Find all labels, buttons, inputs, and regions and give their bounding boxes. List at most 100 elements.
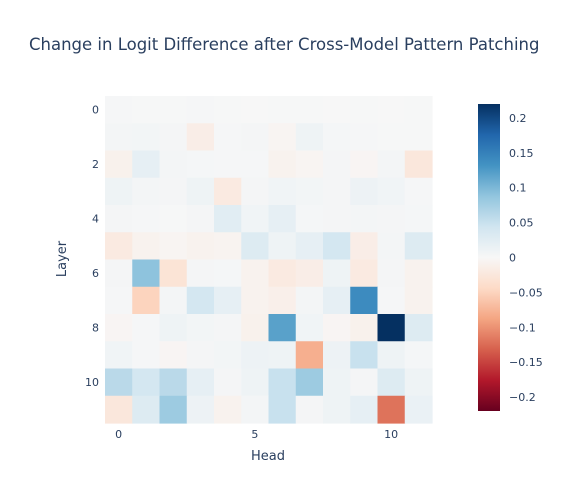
colorbar-tick-label: 0.15 bbox=[509, 147, 534, 160]
heatmap-cell bbox=[214, 150, 242, 179]
heatmap-cell bbox=[241, 286, 270, 315]
y-tick-label: 2 bbox=[92, 158, 99, 171]
heatmap-cell bbox=[377, 314, 406, 342]
y-axis-title: Layer bbox=[55, 240, 70, 277]
heatmap-cell bbox=[159, 395, 188, 424]
heatmap-cell bbox=[295, 368, 324, 397]
colorbar-tick-label: −0.2 bbox=[509, 391, 536, 404]
y-tick-label: 4 bbox=[92, 213, 99, 226]
x-tick-label: 0 bbox=[115, 428, 122, 441]
heatmap-cell bbox=[268, 150, 297, 179]
heatmap-cell bbox=[377, 341, 406, 370]
heatmap-cell bbox=[132, 259, 161, 288]
heatmap-cell bbox=[241, 232, 270, 261]
colorbar-tick-label: 0.2 bbox=[509, 112, 527, 125]
colorbar-tick-label: −0.15 bbox=[509, 356, 543, 369]
heatmap-cell bbox=[186, 150, 215, 179]
heatmap-cell bbox=[350, 286, 379, 315]
x-tick-label: 5 bbox=[251, 428, 258, 441]
heatmap-cell bbox=[404, 395, 433, 424]
heatmap-cell bbox=[377, 259, 406, 288]
heatmap-cell bbox=[350, 259, 379, 288]
heatmap-cell bbox=[268, 368, 297, 397]
heatmap-cell bbox=[295, 232, 324, 261]
heatmap-cell bbox=[159, 123, 188, 152]
heatmap-cell bbox=[350, 314, 379, 342]
heatmap-cell bbox=[132, 314, 161, 342]
heatmap-cell bbox=[132, 150, 161, 179]
heatmap-cell bbox=[323, 205, 351, 233]
heatmap-cell bbox=[132, 395, 161, 424]
heatmap-cell bbox=[404, 368, 433, 397]
heatmap-cell bbox=[159, 232, 188, 261]
x-axis-title: Head bbox=[251, 449, 285, 464]
heatmap-cell bbox=[105, 314, 133, 342]
heatmap-cell bbox=[295, 314, 324, 342]
heatmap-cell bbox=[404, 232, 433, 261]
colorbar-tick-label: −0.1 bbox=[509, 321, 536, 334]
heatmap-cell bbox=[186, 259, 215, 288]
heatmap-cell bbox=[268, 205, 297, 233]
heatmap-cell bbox=[214, 232, 242, 261]
heatmap-cell bbox=[132, 286, 161, 315]
heatmap-cell bbox=[186, 341, 215, 370]
heatmap-cell bbox=[105, 259, 133, 288]
heatmap-cell bbox=[105, 123, 133, 152]
heatmap-cell bbox=[323, 314, 351, 342]
heatmap-cell bbox=[377, 205, 406, 233]
heatmap-cell bbox=[350, 177, 379, 206]
heatmap-cell bbox=[186, 123, 215, 152]
heatmap-cell bbox=[377, 232, 406, 261]
heatmap-cell bbox=[186, 177, 215, 206]
heatmap-cell bbox=[404, 286, 433, 315]
heatmap-cell bbox=[323, 395, 351, 424]
heatmap-cell bbox=[295, 395, 324, 424]
heatmap-cell bbox=[241, 259, 270, 288]
chart-title: Change in Logit Difference after Cross-M… bbox=[29, 35, 539, 54]
heatmap-cell bbox=[186, 232, 215, 261]
heatmap-cell bbox=[214, 177, 242, 206]
heatmap-cell bbox=[323, 177, 351, 206]
heatmap-cell bbox=[404, 314, 433, 342]
heatmap-cell bbox=[132, 96, 161, 124]
heatmap-cell bbox=[295, 123, 324, 152]
heatmap-cell bbox=[350, 123, 379, 152]
heatmap-cell bbox=[295, 177, 324, 206]
heatmap-cell bbox=[323, 341, 351, 370]
heatmap-cell bbox=[159, 205, 188, 233]
heatmap-cell bbox=[105, 341, 133, 370]
heatmap-cell bbox=[377, 395, 406, 424]
colorbar-tick-label: 0 bbox=[509, 252, 516, 265]
colorbar-tick-label: 0.1 bbox=[509, 182, 527, 195]
heatmap-cell bbox=[159, 314, 188, 342]
heatmap-cell bbox=[241, 314, 270, 342]
heatmap-cell bbox=[105, 205, 133, 233]
x-tick-label: 10 bbox=[384, 428, 398, 441]
heatmap-cell bbox=[214, 395, 242, 424]
heatmap-cell bbox=[268, 177, 297, 206]
heatmap-cell bbox=[404, 259, 433, 288]
heatmap-cell bbox=[132, 123, 161, 152]
heatmap-cell bbox=[377, 177, 406, 206]
heatmap-cell bbox=[241, 123, 270, 152]
heatmap-cell bbox=[377, 368, 406, 397]
heatmap-cell bbox=[404, 205, 433, 233]
heatmap-cell bbox=[214, 96, 242, 124]
heatmap-cell bbox=[295, 150, 324, 179]
heatmap-cell bbox=[268, 232, 297, 261]
heatmap-cell bbox=[241, 341, 270, 370]
heatmap-cell bbox=[350, 232, 379, 261]
heatmap-cell bbox=[186, 205, 215, 233]
heatmap-cell bbox=[241, 368, 270, 397]
heatmap-cell bbox=[404, 341, 433, 370]
colorbar-tick-label: −0.05 bbox=[509, 286, 543, 299]
heatmap-cell bbox=[323, 96, 351, 124]
heatmap-cell bbox=[214, 286, 242, 315]
heatmap-cell bbox=[241, 150, 270, 179]
heatmap-cell bbox=[350, 150, 379, 179]
heatmap-cell bbox=[241, 96, 270, 124]
heatmap-cell bbox=[186, 395, 215, 424]
heatmap-cells bbox=[105, 96, 433, 424]
heatmap-cell bbox=[214, 341, 242, 370]
heatmap-cell bbox=[377, 286, 406, 315]
